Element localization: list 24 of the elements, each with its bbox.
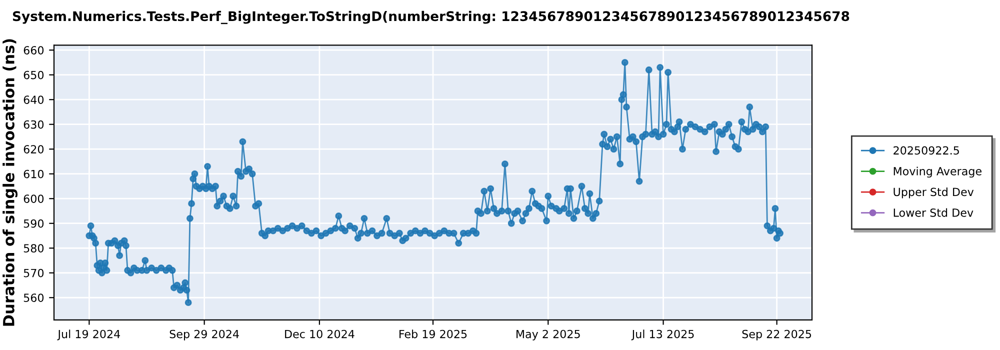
- y-tick-label: 620: [24, 145, 44, 154]
- x-tick-label: Feb 19 2025: [400, 330, 467, 338]
- y-tick-label: 660: [24, 46, 44, 54]
- x-tick-label: Dec 10 2024: [285, 330, 354, 338]
- y-axis-title: Duration of single invocation (ns): [2, 39, 18, 326]
- y-tick-label: 610: [24, 170, 44, 178]
- y-tick-label: 600: [24, 194, 44, 203]
- x-tick-label: Jul 19 2024: [57, 330, 120, 340]
- x-tick-label: Jul 13 2025: [631, 330, 694, 340]
- x-tick-label: Sep 29 2024: [170, 330, 239, 340]
- x-tick-label: Sep 22 2025: [742, 330, 812, 340]
- legend-label: Lower Std Dev: [894, 208, 974, 217]
- y-tick-label: 640: [24, 96, 44, 104]
- y-tick-label: 560: [24, 294, 44, 302]
- chart-title: System.Numerics.Tests.Perf_BigInteger.ToStringD(numberString: 12345678901234567890123456789012345678: [12, 10, 850, 24]
- y-tick-label: 630: [24, 120, 44, 129]
- x-tick-label: May 2 2025: [516, 330, 580, 340]
- y-tick-label: 570: [24, 268, 44, 278]
- y-tick-label: 650: [24, 70, 44, 80]
- legend-label: 20250922.5: [894, 146, 959, 155]
- legend-label: Moving Average: [894, 166, 982, 178]
- y-tick-label: 580: [24, 244, 44, 252]
- y-tick-label: 590: [24, 219, 44, 228]
- legend-label: Upper Std Dev: [894, 188, 974, 198]
